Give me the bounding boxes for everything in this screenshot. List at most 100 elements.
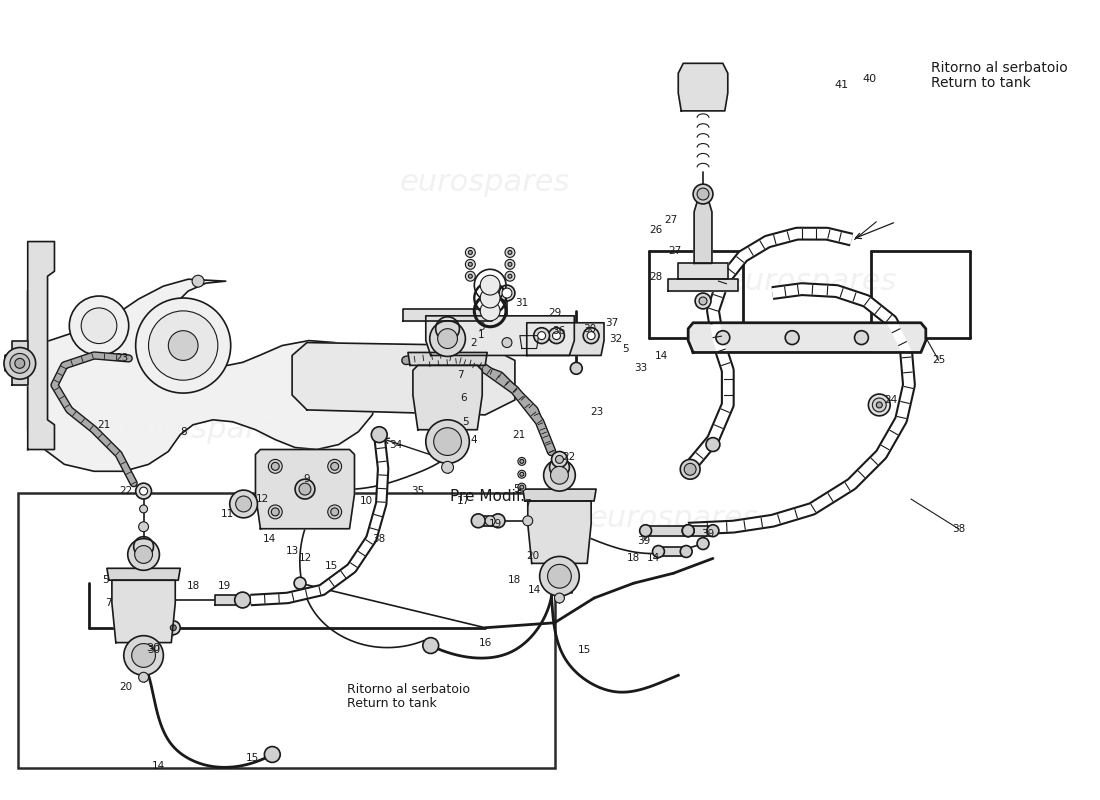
Text: 7: 7: [525, 499, 531, 509]
Polygon shape: [694, 202, 712, 263]
Polygon shape: [408, 353, 487, 366]
Text: 5: 5: [462, 417, 469, 426]
Circle shape: [148, 311, 218, 380]
Circle shape: [700, 297, 707, 305]
Text: 7: 7: [458, 370, 464, 380]
Circle shape: [697, 538, 710, 550]
Polygon shape: [112, 580, 175, 642]
Circle shape: [69, 296, 129, 355]
Polygon shape: [28, 279, 378, 471]
Text: 13: 13: [286, 546, 299, 555]
Text: Return to tank: Return to tank: [931, 76, 1031, 90]
Circle shape: [135, 298, 231, 393]
Text: 20: 20: [526, 551, 539, 562]
Text: 25: 25: [932, 355, 945, 366]
Circle shape: [328, 505, 342, 519]
Polygon shape: [28, 242, 55, 450]
Circle shape: [422, 638, 439, 654]
Circle shape: [230, 490, 257, 518]
Circle shape: [522, 516, 532, 526]
Circle shape: [471, 514, 485, 528]
Circle shape: [426, 420, 470, 463]
Text: eurospares: eurospares: [123, 415, 293, 444]
Circle shape: [707, 525, 719, 537]
Polygon shape: [562, 568, 574, 593]
Circle shape: [132, 643, 155, 667]
Text: 30: 30: [147, 645, 160, 654]
Circle shape: [299, 483, 311, 495]
Text: Ritorno al serbatoio: Ritorno al serbatoio: [346, 682, 470, 696]
Text: 5: 5: [623, 343, 629, 354]
Circle shape: [508, 250, 512, 254]
Text: 38: 38: [373, 534, 386, 544]
Polygon shape: [527, 322, 604, 355]
Circle shape: [693, 184, 713, 204]
Polygon shape: [528, 501, 591, 563]
Text: 11: 11: [221, 509, 234, 519]
Text: 39: 39: [637, 536, 650, 546]
Polygon shape: [426, 316, 574, 355]
Circle shape: [430, 321, 465, 357]
Text: Ritorno al serbatoio: Ritorno al serbatoio: [931, 62, 1067, 75]
Text: 15: 15: [326, 562, 339, 571]
Text: 16: 16: [478, 638, 492, 647]
Circle shape: [680, 546, 692, 558]
Circle shape: [433, 428, 461, 455]
Text: Return to tank: Return to tank: [346, 698, 437, 710]
Circle shape: [469, 262, 472, 266]
Circle shape: [570, 362, 582, 374]
Text: 9: 9: [304, 474, 310, 484]
Circle shape: [551, 451, 568, 467]
Text: 2: 2: [470, 338, 476, 347]
Circle shape: [331, 508, 339, 516]
Circle shape: [234, 592, 251, 608]
Circle shape: [682, 525, 694, 537]
Polygon shape: [646, 526, 689, 536]
Circle shape: [640, 525, 651, 537]
Circle shape: [534, 328, 550, 343]
Text: 14: 14: [647, 554, 660, 563]
Circle shape: [15, 358, 25, 368]
Polygon shape: [679, 263, 728, 279]
Circle shape: [518, 483, 526, 491]
Text: 34: 34: [389, 439, 403, 450]
Text: 27: 27: [664, 214, 678, 225]
Circle shape: [682, 525, 694, 537]
Circle shape: [543, 459, 575, 491]
Circle shape: [481, 288, 500, 308]
Text: 38: 38: [952, 524, 965, 534]
Circle shape: [10, 354, 30, 374]
Circle shape: [502, 288, 512, 298]
Text: eurospares: eurospares: [588, 504, 759, 534]
Circle shape: [706, 438, 719, 451]
Circle shape: [272, 462, 279, 470]
Circle shape: [481, 275, 500, 295]
Circle shape: [520, 485, 524, 489]
Circle shape: [554, 593, 564, 603]
Text: 20: 20: [119, 682, 132, 692]
Circle shape: [550, 466, 569, 484]
Circle shape: [481, 301, 500, 321]
Circle shape: [695, 293, 711, 309]
Text: 14: 14: [528, 585, 541, 595]
Circle shape: [81, 308, 117, 343]
Polygon shape: [478, 516, 498, 526]
Circle shape: [465, 271, 475, 281]
Circle shape: [518, 470, 526, 478]
Polygon shape: [689, 322, 926, 353]
Circle shape: [465, 247, 475, 258]
Text: 37: 37: [605, 318, 618, 328]
Circle shape: [548, 564, 571, 588]
Text: 14: 14: [263, 534, 276, 544]
Circle shape: [268, 505, 283, 519]
Text: 14: 14: [152, 762, 165, 771]
Text: 33: 33: [634, 363, 647, 374]
Text: 31: 31: [515, 298, 528, 308]
Circle shape: [520, 472, 524, 476]
Circle shape: [785, 330, 799, 345]
Circle shape: [264, 746, 280, 762]
Circle shape: [587, 332, 595, 339]
Circle shape: [134, 546, 153, 563]
Circle shape: [135, 483, 152, 499]
Text: 18: 18: [627, 554, 640, 563]
